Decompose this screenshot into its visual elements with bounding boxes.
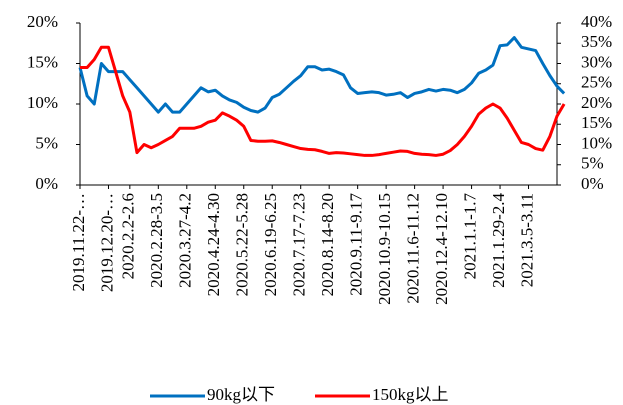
legend-label: 90kg以下 [207,385,275,404]
y-tick-label: 0% [35,174,58,193]
x-tick-label: 2021.1.29-2.4 [489,193,508,288]
x-tick-label: 2020.6.19-6.25 [261,193,280,296]
x-tick-label: 2020.5.22-5.28 [233,193,252,296]
x-tick-label: 2020.12.4-12.10 [432,193,451,305]
y2-tick-label: 20% [581,93,612,112]
y-tick-label: 15% [27,52,58,71]
series-line [78,36,566,114]
y2-tick-label: 30% [581,52,612,71]
y2-tick-label: 5% [581,154,604,173]
y2-tick-label: 25% [581,73,612,92]
x-tick-label: 2020.3.27-4.2 [176,193,195,288]
y2-tick-label: 0% [581,174,604,193]
x-tick-label: 2020.2.2-2.6 [119,193,138,279]
x-tick-label: 2020.2.28-3.5 [147,193,166,288]
legend-label: 150kg以上 [372,385,449,404]
y-tick-label: 20% [27,12,58,31]
x-tick-label: 2019.12.20-… [97,193,116,292]
x-tick-label: 2019.11.22-… [69,193,88,292]
y2-tick-label: 40% [581,12,612,31]
y-tick-label: 5% [35,133,58,152]
x-tick-label: 2021.3.5-3.11 [517,193,536,287]
x-tick-label: 2020.10.9-10.15 [375,193,394,305]
x-tick-label: 2020.7.17-7.23 [290,193,309,296]
y2-tick-label: 15% [581,113,612,132]
x-tick-label: 2020.8.14-8.20 [318,193,337,296]
series-line [80,45,566,157]
x-tick-label: 2020.9.11-9.17 [347,193,366,296]
y2-tick-label: 10% [581,133,612,152]
y2-tick-label: 35% [581,32,612,51]
y-tick-label: 10% [27,93,58,112]
x-tick-label: 2020.4.24-4.30 [204,193,223,296]
x-tick-label: 2020.11.6-11.12 [404,193,423,304]
x-tick-label: 2021.1.1-1.7 [460,193,479,280]
